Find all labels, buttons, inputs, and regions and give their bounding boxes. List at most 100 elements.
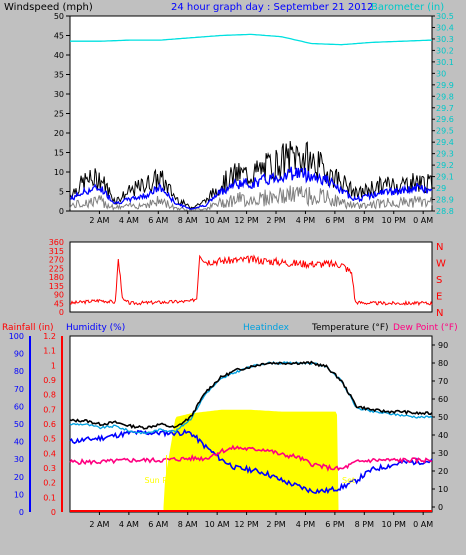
direction-y-tick-label: 135 bbox=[49, 282, 64, 291]
humidity-axis-title: Humidity (%) bbox=[66, 323, 125, 333]
wind-y-tick-label: 15 bbox=[54, 149, 64, 158]
rainfall-y-tick-label: 0.7 bbox=[43, 405, 56, 414]
wind-y-tick-label: 0 bbox=[59, 207, 64, 216]
wind-y-tick-label: 20 bbox=[54, 129, 64, 138]
barometer-y-tick-label: 29.7 bbox=[436, 104, 454, 113]
temperature-line bbox=[69, 360, 433, 430]
compass-label: S bbox=[436, 275, 442, 286]
direction-line bbox=[69, 254, 433, 307]
temp-x-tick-label: 4 PM bbox=[296, 520, 315, 529]
wind-x-tick-label: 12 PM bbox=[234, 216, 259, 225]
barometer-y-tick-label: 30.3 bbox=[436, 35, 454, 44]
barometer-y-tick-label: 30.4 bbox=[436, 23, 454, 32]
rainfall-y-tick-label: 0.2 bbox=[43, 479, 56, 488]
wind-y-tick-label: 25 bbox=[54, 110, 64, 119]
temperature-y-tick-label: 80 bbox=[438, 359, 448, 368]
direction-y-tick-label: 90 bbox=[54, 291, 64, 300]
barometer-y-tick-label: 29.3 bbox=[436, 150, 454, 159]
compass-label: N bbox=[436, 242, 443, 253]
windspeed-axis-title: Windspeed (mph) bbox=[4, 2, 93, 13]
humidity-y-tick-label: 80 bbox=[14, 367, 24, 376]
humidity-y-tick-label: 10 bbox=[14, 490, 24, 499]
wind-y-tick-label: 5 bbox=[59, 188, 64, 197]
barometer-y-tick-label: 29.4 bbox=[436, 138, 454, 147]
temperature-y-tick-label: 10 bbox=[438, 485, 448, 494]
barometer-y-tick-label: 30.5 bbox=[436, 12, 454, 21]
temp-x-tick-label: 2 AM bbox=[89, 520, 109, 529]
temperature-y-tick-label: 90 bbox=[438, 341, 448, 350]
wind-x-tick-label: 8 AM bbox=[178, 216, 198, 225]
wind-x-tick-label: 6 AM bbox=[148, 216, 168, 225]
rainfall-y-tick-label: 1.2 bbox=[43, 332, 56, 341]
rainfall-y-tick-label: 0.6 bbox=[43, 420, 56, 429]
humidity-y-tick-label: 0 bbox=[19, 508, 24, 517]
temp-x-tick-label: 10 PM bbox=[382, 520, 407, 529]
temperature-axis-title: Temperature (°F) bbox=[311, 323, 389, 333]
wind-x-tick-label: 4 PM bbox=[296, 216, 315, 225]
direction-y-tick-label: 180 bbox=[49, 273, 64, 282]
temp-x-tick-label: 10 AM bbox=[205, 520, 230, 529]
wind-min-line bbox=[69, 185, 433, 212]
temperature-y-tick-label: 60 bbox=[438, 395, 448, 404]
solar-area bbox=[163, 409, 339, 512]
humidity-y-tick-label: 70 bbox=[14, 385, 24, 394]
direction-y-tick-label: 225 bbox=[49, 264, 64, 273]
temp-x-tick-label: 8 PM bbox=[355, 520, 374, 529]
barometer-y-tick-label: 30 bbox=[436, 69, 446, 78]
temperature-y-tick-label: 30 bbox=[438, 449, 448, 458]
direction-y-tick-label: 270 bbox=[49, 256, 64, 265]
wind-panel-marks: 0 5 10 15 20 25 30 35 40 45 50 28.8 28.9 29 29.1 29.2 29… bbox=[54, 12, 454, 225]
barometer-y-tick-label: 29.1 bbox=[436, 173, 454, 182]
humidity-y-tick-label: 60 bbox=[14, 402, 24, 411]
compass-label: W bbox=[436, 259, 446, 270]
direction-y-tick-label: 45 bbox=[54, 299, 64, 308]
rainfall-y-tick-label: 1.1 bbox=[43, 347, 56, 356]
temp-x-tick-label: 2 PM bbox=[266, 520, 285, 529]
barometer-y-tick-label: 28.9 bbox=[436, 196, 454, 205]
rainfall-axis-title: Rainfall (in) bbox=[2, 323, 54, 333]
wind-avg-line bbox=[69, 166, 433, 210]
wind-x-tick-label: 10 PM bbox=[382, 216, 407, 225]
dewpoint-axis-title: Dew Point (°F) bbox=[393, 323, 458, 333]
sunrise-label: Sun Rise bbox=[145, 476, 180, 485]
temp-x-tick-label: 12 PM bbox=[234, 520, 259, 529]
temperature-y-tick-label: 0 bbox=[438, 503, 443, 512]
wind-y-tick-label: 45 bbox=[54, 32, 64, 41]
barometer-y-tick-label: 30.2 bbox=[436, 46, 454, 55]
heatindex-axis-title: Heatindex bbox=[243, 323, 290, 333]
barometer-y-tick-label: 30.1 bbox=[436, 58, 454, 67]
wind-x-tick-label: 10 AM bbox=[205, 216, 230, 225]
wind-x-tick-label: 4 AM bbox=[119, 216, 139, 225]
humidity-y-tick-label: 90 bbox=[14, 350, 24, 359]
temperature-panel-marks: 0 0.1 0.2 0.3 0.4 0.5 0.6 0.7 0.8 0.9 1 1.1 1.2 0 10 20… bbox=[9, 332, 448, 529]
wind-y-tick-label: 50 bbox=[54, 12, 64, 21]
barometer-line bbox=[70, 33, 433, 46]
humidity-y-tick-label: 100 bbox=[9, 332, 24, 341]
rainfall-y-tick-label: 0.3 bbox=[43, 464, 56, 473]
humidity-y-tick-label: 50 bbox=[14, 420, 24, 429]
humidity-y-tick-label: 40 bbox=[14, 438, 24, 447]
sunset-label: Set bbox=[342, 476, 355, 485]
wind-x-tick-label: 2 PM bbox=[266, 216, 285, 225]
direction-y-tick-label: 0 bbox=[59, 308, 64, 317]
wind-x-tick-label: 8 PM bbox=[355, 216, 374, 225]
wind-y-tick-label: 40 bbox=[54, 51, 64, 60]
barometer-y-tick-label: 29 bbox=[436, 184, 446, 193]
wind-y-tick-label: 10 bbox=[54, 168, 64, 177]
barometer-y-tick-label: 28.8 bbox=[436, 207, 454, 216]
direction-y-tick-label: 360 bbox=[49, 238, 64, 247]
compass-label: E bbox=[436, 292, 442, 303]
temperature-y-tick-label: 40 bbox=[438, 431, 448, 440]
temp-x-tick-label: 4 AM bbox=[119, 520, 139, 529]
barometer-y-tick-label: 29.9 bbox=[436, 81, 454, 90]
temp-x-tick-label: 8 AM bbox=[178, 520, 198, 529]
barometer-axis-title: Barometer (in) bbox=[371, 2, 444, 13]
rainfall-y-tick-label: 0.1 bbox=[43, 493, 56, 502]
temperature-y-tick-label: 20 bbox=[438, 467, 448, 476]
compass-label: N bbox=[436, 308, 443, 319]
wind-x-tick-label: 2 AM bbox=[89, 216, 109, 225]
wind-panel-plot bbox=[69, 15, 433, 212]
humidity-y-tick-label: 30 bbox=[14, 455, 24, 464]
